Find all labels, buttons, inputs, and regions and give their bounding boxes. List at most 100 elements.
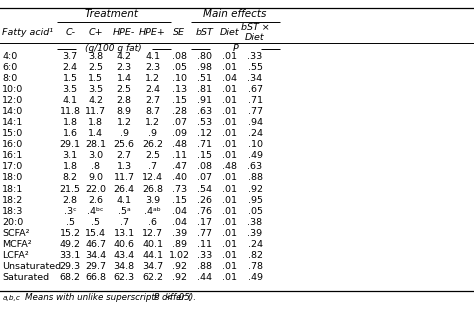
Text: 20:0: 20:0 xyxy=(2,218,24,227)
Text: .7: .7 xyxy=(148,163,157,171)
Text: .04: .04 xyxy=(172,207,187,216)
Text: 2.4: 2.4 xyxy=(63,63,78,72)
Text: .01: .01 xyxy=(222,229,237,238)
Text: .49: .49 xyxy=(247,273,263,282)
Text: 3.1: 3.1 xyxy=(63,151,78,160)
Text: .71: .71 xyxy=(197,140,212,149)
Text: 4.1: 4.1 xyxy=(63,96,78,105)
Text: 17:0: 17:0 xyxy=(2,163,24,171)
Text: .01: .01 xyxy=(222,96,237,105)
Text: .71: .71 xyxy=(247,96,263,105)
Text: 15.2: 15.2 xyxy=(60,229,81,238)
Text: .89: .89 xyxy=(172,240,187,249)
Text: .11: .11 xyxy=(197,240,212,249)
Text: .04: .04 xyxy=(222,74,237,83)
Text: 8:0: 8:0 xyxy=(2,74,18,83)
Text: MCFA²: MCFA² xyxy=(2,240,32,249)
Text: 28.1: 28.1 xyxy=(85,140,106,149)
Text: .49: .49 xyxy=(247,151,263,160)
Text: 26.2: 26.2 xyxy=(142,140,163,149)
Text: .95: .95 xyxy=(247,196,263,205)
Text: .53: .53 xyxy=(197,118,212,127)
Text: .24: .24 xyxy=(247,240,263,249)
Text: C+: C+ xyxy=(89,28,103,37)
Text: 4.1: 4.1 xyxy=(145,52,160,61)
Text: .78: .78 xyxy=(247,262,263,271)
Text: .09: .09 xyxy=(172,129,187,138)
Text: 14:1: 14:1 xyxy=(2,118,24,127)
Text: 1.2: 1.2 xyxy=(145,118,160,127)
Text: .15: .15 xyxy=(197,151,212,160)
Text: 1.8: 1.8 xyxy=(63,118,78,127)
Text: 34.8: 34.8 xyxy=(114,262,135,271)
Text: .88: .88 xyxy=(247,173,263,183)
Text: 2.5: 2.5 xyxy=(117,85,132,94)
Text: 1.5: 1.5 xyxy=(63,74,78,83)
Text: .01: .01 xyxy=(222,240,237,249)
Text: 15:0: 15:0 xyxy=(2,129,24,138)
Text: 11.7: 11.7 xyxy=(114,173,135,183)
Text: .01: .01 xyxy=(222,251,237,260)
Text: Unsaturated: Unsaturated xyxy=(2,262,62,271)
Text: 2.8: 2.8 xyxy=(63,196,78,205)
Text: .81: .81 xyxy=(197,85,212,94)
Text: .5: .5 xyxy=(91,218,100,227)
Text: .92: .92 xyxy=(172,262,187,271)
Text: 12:0: 12:0 xyxy=(2,96,24,105)
Text: .33: .33 xyxy=(247,52,263,61)
Text: .01: .01 xyxy=(222,273,237,282)
Text: 4:0: 4:0 xyxy=(2,52,18,61)
Text: .44: .44 xyxy=(197,273,212,282)
Text: SE: SE xyxy=(173,28,185,37)
Text: .01: .01 xyxy=(222,218,237,227)
Text: 11.8: 11.8 xyxy=(60,107,81,116)
Text: 3.5: 3.5 xyxy=(63,85,78,94)
Text: 49.2: 49.2 xyxy=(60,240,81,249)
Text: 16:1: 16:1 xyxy=(2,151,24,160)
Text: 8.9: 8.9 xyxy=(117,107,132,116)
Text: 29.7: 29.7 xyxy=(85,262,106,271)
Text: .3ᶜ: .3ᶜ xyxy=(64,207,76,216)
Text: 25.6: 25.6 xyxy=(114,140,135,149)
Text: .8: .8 xyxy=(91,163,100,171)
Text: 18:0: 18:0 xyxy=(2,173,24,183)
Text: 8.2: 8.2 xyxy=(63,173,78,183)
Text: .55: .55 xyxy=(247,63,263,72)
Text: (g/100 g fat): (g/100 g fat) xyxy=(85,45,142,53)
Text: .15: .15 xyxy=(172,196,187,205)
Text: .77: .77 xyxy=(197,229,212,238)
Text: 2.6: 2.6 xyxy=(88,196,103,205)
Text: P: P xyxy=(154,293,159,302)
Text: .01: .01 xyxy=(222,118,237,127)
Text: .94: .94 xyxy=(247,118,263,127)
Text: Saturated: Saturated xyxy=(2,273,49,282)
Text: 62.3: 62.3 xyxy=(114,273,135,282)
Text: 10:0: 10:0 xyxy=(2,85,24,94)
Text: .91: .91 xyxy=(197,96,212,105)
Text: .6: .6 xyxy=(148,218,157,227)
Text: 8.7: 8.7 xyxy=(145,107,160,116)
Text: 6:0: 6:0 xyxy=(2,63,18,72)
Text: .67: .67 xyxy=(247,85,263,94)
Text: .01: .01 xyxy=(222,63,237,72)
Text: 1.4: 1.4 xyxy=(88,129,103,138)
Text: HPE-: HPE- xyxy=(113,28,135,37)
Text: 3.8: 3.8 xyxy=(88,52,103,61)
Text: .54: .54 xyxy=(197,185,212,193)
Text: .08: .08 xyxy=(172,52,187,61)
Text: .7: .7 xyxy=(120,218,128,227)
Text: Fatty acid¹: Fatty acid¹ xyxy=(2,28,54,37)
Text: .4ᵃᵇ: .4ᵃᵇ xyxy=(144,207,161,216)
Text: Means with unlike superscripts differ (: Means with unlike superscripts differ ( xyxy=(25,293,191,302)
Text: .33: .33 xyxy=(197,251,212,260)
Text: 18:1: 18:1 xyxy=(2,185,24,193)
Text: .63: .63 xyxy=(197,107,212,116)
Text: 11.7: 11.7 xyxy=(85,107,106,116)
Text: 1.8: 1.8 xyxy=(63,163,78,171)
Text: 46.7: 46.7 xyxy=(85,240,106,249)
Text: .4ᵇᶜ: .4ᵇᶜ xyxy=(87,207,104,216)
Text: HPE+: HPE+ xyxy=(139,28,166,37)
Text: 1.5: 1.5 xyxy=(88,74,103,83)
Text: 1.2: 1.2 xyxy=(117,118,132,127)
Text: 68.2: 68.2 xyxy=(60,273,81,282)
